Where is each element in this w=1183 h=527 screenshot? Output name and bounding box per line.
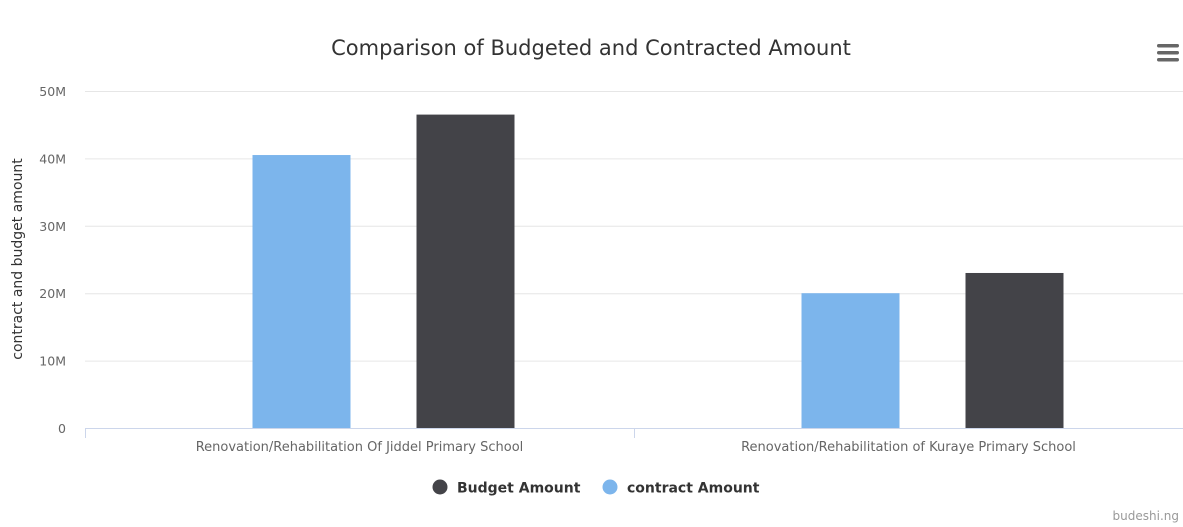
bar-contract-amount [801,293,900,428]
bar-budget-amount [416,114,515,428]
x-tick-label: Renovation/Rehabilitation Of Jiddel Prim… [196,440,524,455]
y-tick-label: 50M [39,84,66,99]
chart-title: Comparison of Budgeted and Contracted Am… [331,36,851,60]
y-tick-label: 40M [39,151,66,166]
y-tick-label: 20M [39,286,66,301]
bars [252,114,1064,428]
legend-item-label[interactable]: Budget Amount [457,481,581,497]
legend-marker[interactable] [432,479,448,495]
legend-marker[interactable] [602,479,618,495]
y-tick-label: 0 [58,421,66,436]
y-tick-label: 30M [39,219,66,234]
y-axis: 0 10M 20M 30M 40M 50M [39,84,66,436]
x-axis: Renovation/Rehabilitation Of Jiddel Prim… [85,428,1183,455]
bar-contract-amount [252,155,351,428]
x-tick-label: Renovation/Rehabilitation of Kuraye Prim… [741,440,1076,455]
credit-link[interactable]: budeshi.ng [1113,509,1179,523]
y-axis-label: contract and budget amount [10,158,26,360]
legend-item-label[interactable]: contract Amount [627,481,760,497]
legend[interactable]: Budget Amount contract Amount [432,479,760,497]
y-tick-label: 10M [39,354,66,369]
menu-icon[interactable] [1150,36,1183,66]
bar-budget-amount [965,272,1064,428]
